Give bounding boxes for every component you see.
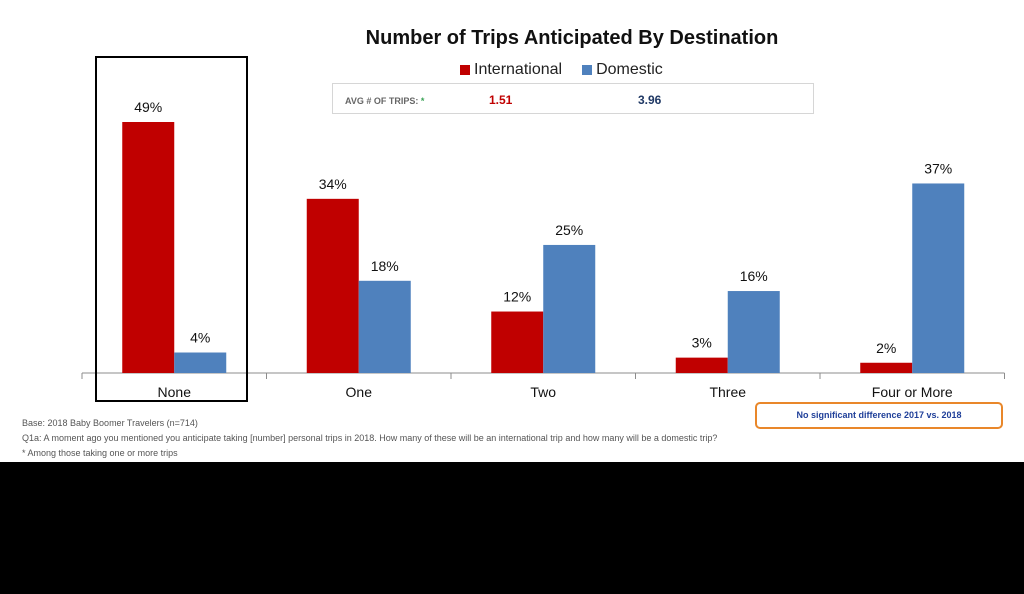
legend-item-domestic: Domestic [582,61,663,79]
data-label: 16% [740,268,768,284]
bar-domestic-one [358,280,411,373]
legend-item-international: International [460,61,562,79]
category-label: One [346,384,373,400]
avg-trips-label: AVG # OF TRIPS: * [345,96,424,106]
bar-international-four-or-more [860,362,913,373]
bar-international-one [306,198,359,373]
data-label: 37% [924,160,952,176]
chart-title: Number of Trips Anticipated By Destinati… [365,27,779,49]
bar-international-none [122,122,175,373]
data-label: 12% [503,289,531,305]
category-label: Two [530,384,556,400]
bar-domestic-none [174,352,227,373]
footnotes: Base: 2018 Baby Boomer Travelers (n=714)… [22,416,717,461]
avg-international-value: 1.51 [489,93,513,107]
none-category-highlight-box [95,56,248,402]
asterisk-note: * Among those taking one or more trips [22,448,178,458]
question-note: Q1a: A moment ago you mentioned you anti… [22,433,718,443]
legend-label-domestic: Domestic [596,61,663,78]
avg-trips-box: AVG # OF TRIPS: * 1.51 3.96 [332,83,814,114]
legend: International Domestic [460,61,663,79]
bar-chart: None 49% 4% One 34% 18% Two 12% 25% Three 3% 16% Fou… [81,99,1005,400]
significance-note: No significant difference 2017 vs. 2018 [755,402,1003,429]
bar-domestic-three [727,291,780,373]
avg-trips-star: * [420,96,425,106]
data-label: 4% [190,330,210,346]
data-label: 49% [134,99,162,115]
data-label: 3% [692,335,712,351]
avg-trips-label-text: AVG # OF TRIPS: [345,96,419,106]
base-note: Base: 2018 Baby Boomer Travelers (n=714) [22,418,198,428]
data-label: 2% [876,340,896,356]
category-label: Four or More [872,384,953,400]
bar-domestic-four-or-more [912,183,965,373]
data-label: 34% [319,176,347,192]
bar-international-three [675,357,728,373]
category-label: Three [709,384,746,400]
legend-swatch-international [460,65,470,75]
legend-swatch-domestic [582,65,593,75]
data-label: 25% [555,222,583,238]
bar-international-two [491,311,544,373]
data-label: 18% [371,258,399,274]
bar-domestic-two [543,244,596,373]
legend-label-international: International [474,61,563,78]
category-label: None [158,384,192,400]
avg-domestic-value: 3.96 [638,93,662,107]
